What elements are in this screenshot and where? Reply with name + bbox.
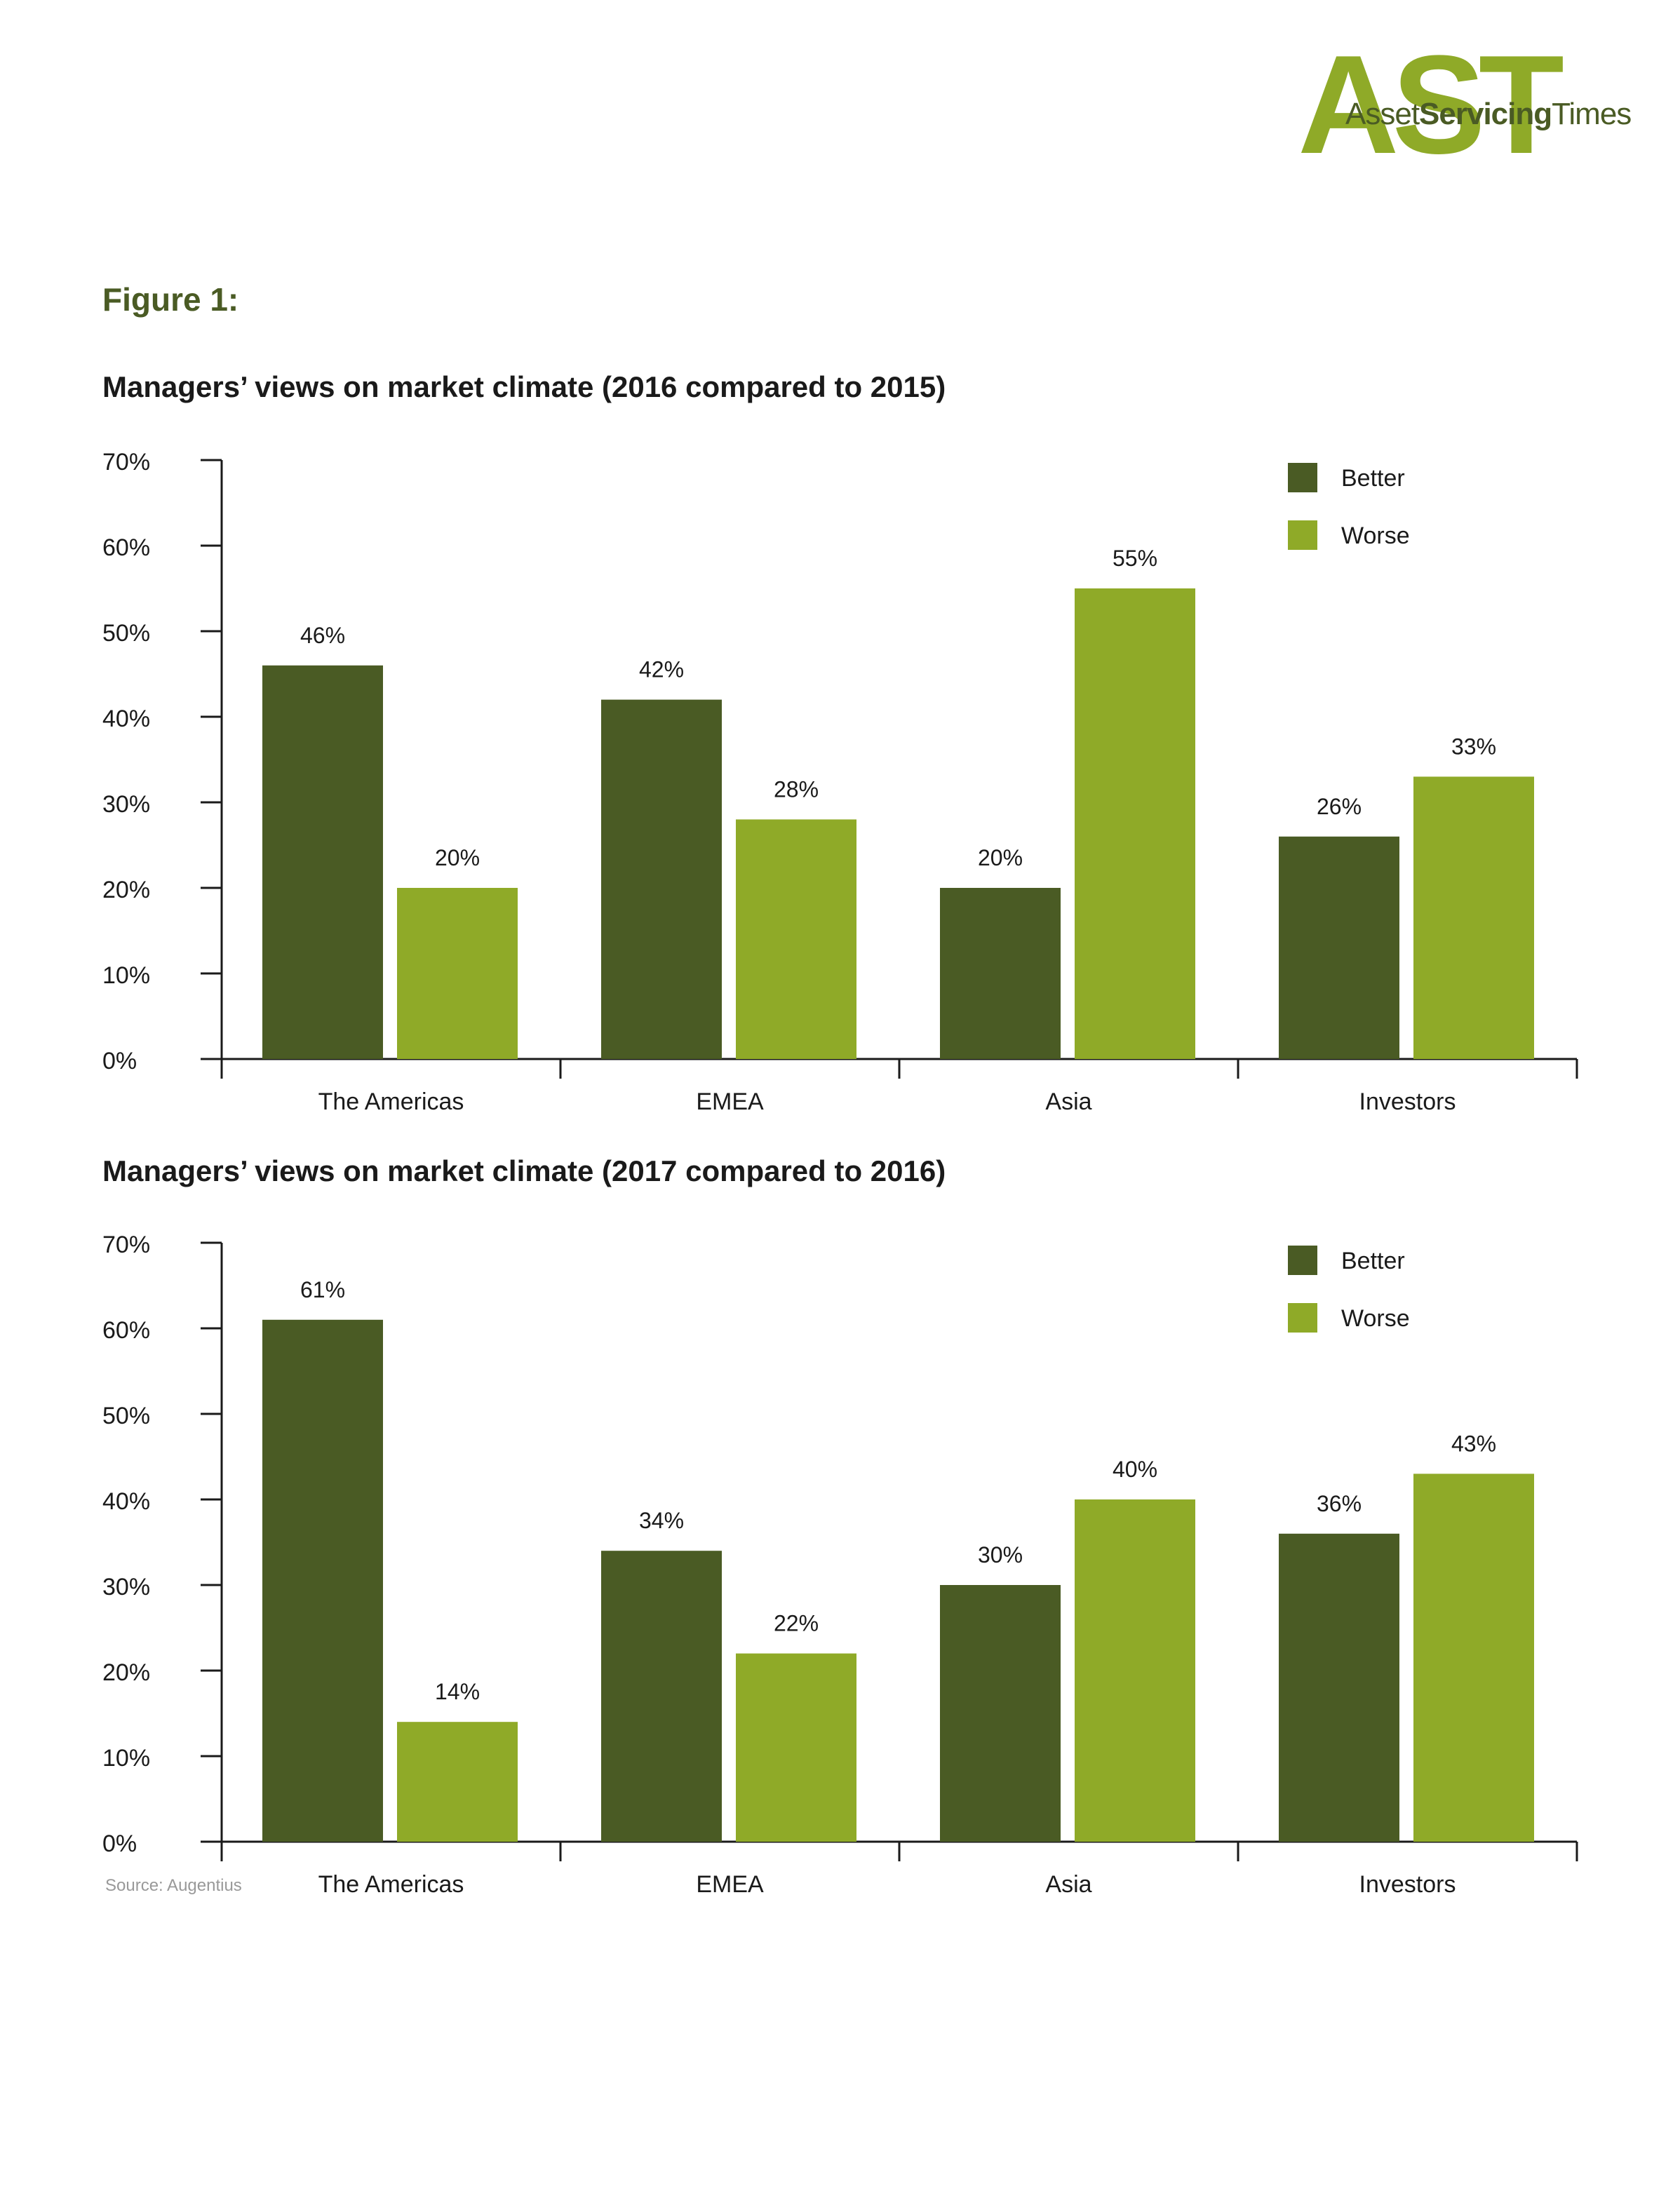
y-tick-label: 70% [102, 1232, 150, 1258]
y-tick-label: 20% [102, 877, 150, 903]
chart-2: 0% 10% 20% 30% 40% 50% 60% 70% 61% 14% The America… [102, 1232, 1578, 1898]
data-label: 33% [1451, 734, 1496, 759]
source-note: Source: Augentius [105, 1876, 242, 1895]
y-tick-label: 40% [102, 706, 150, 732]
logo-word-asset: Asset [1345, 97, 1420, 131]
legend-label: Worse [1341, 522, 1410, 549]
x-category-label: The Americas [318, 1088, 464, 1115]
y-tick-label: 60% [102, 1317, 150, 1344]
y-tick-label: 30% [102, 1574, 150, 1600]
bar [940, 1585, 1061, 1842]
legend-swatch [1288, 1246, 1317, 1275]
y-tick-label: 60% [102, 534, 150, 561]
y-tick-label: 0% [102, 1830, 137, 1857]
y-tick-label: 50% [102, 620, 150, 647]
data-label: 55% [1113, 546, 1157, 571]
chart-2-title: Managers’ views on market climate (2017 … [102, 1154, 946, 1187]
bar [601, 1551, 722, 1842]
logo-word-times: Times [1552, 97, 1632, 131]
bar [1413, 776, 1534, 1059]
legend-label: Worse [1341, 1305, 1410, 1332]
legend-swatch [1288, 1303, 1317, 1333]
chart-1: 0% 10% 20% 30% 40% 50% 60% 70% 46% 20% The America… [102, 449, 1578, 1115]
data-label: 46% [300, 623, 345, 648]
bar [397, 888, 518, 1059]
x-category-label: Investors [1359, 1871, 1456, 1898]
x-category-label: The Americas [318, 1871, 464, 1898]
y-tick-label: 40% [102, 1488, 150, 1515]
logo-word-servicing: Servicing [1419, 97, 1552, 131]
chart-1-title: Managers’ views on market climate (2016 … [102, 370, 946, 403]
data-label: 28% [774, 776, 819, 802]
data-label: 34% [639, 1508, 684, 1533]
data-label: 36% [1317, 1491, 1362, 1516]
data-label: 20% [435, 845, 480, 870]
bar [1075, 1499, 1195, 1842]
y-tick-label: 0% [102, 1048, 137, 1074]
bar [1075, 588, 1195, 1059]
data-label: 42% [639, 657, 684, 682]
x-category-label: Asia [1045, 1871, 1091, 1898]
y-tick-label: 10% [102, 962, 150, 989]
legend-swatch [1288, 520, 1317, 550]
data-label: 14% [435, 1679, 480, 1704]
y-tick-label: 30% [102, 791, 150, 818]
logo-mark: AST [1298, 27, 1564, 183]
bar [262, 1319, 383, 1842]
logo-wordmark: AssetServicingTimes [1345, 97, 1632, 132]
data-label: 22% [774, 1611, 819, 1636]
data-label: 61% [300, 1277, 345, 1302]
x-category-label: Investors [1359, 1088, 1456, 1115]
y-tick-label: 10% [102, 1745, 150, 1772]
legend-swatch [1288, 463, 1317, 492]
bar [736, 819, 856, 1059]
bar [1279, 836, 1399, 1059]
bar [1413, 1473, 1534, 1842]
bar [940, 888, 1061, 1059]
ast-logo: AST AssetServicingTimes [1298, 27, 1634, 183]
bar [1279, 1533, 1399, 1842]
data-label: 20% [978, 845, 1023, 870]
data-label: 40% [1113, 1457, 1157, 1482]
bar [601, 699, 722, 1059]
legend-label: Better [1341, 1248, 1405, 1274]
data-label: 26% [1317, 794, 1362, 819]
y-tick-label: 50% [102, 1403, 150, 1429]
bar [736, 1653, 856, 1842]
y-tick-label: 70% [102, 449, 150, 476]
legend-label: Better [1341, 465, 1405, 492]
x-category-label: EMEA [696, 1088, 764, 1115]
x-category-label: EMEA [696, 1871, 764, 1898]
y-tick-label: 20% [102, 1659, 150, 1686]
data-label: 30% [978, 1542, 1023, 1567]
bar [397, 1722, 518, 1842]
data-label: 43% [1451, 1431, 1496, 1456]
figure-label: Figure 1: [102, 281, 239, 318]
x-category-label: Asia [1045, 1088, 1091, 1115]
bar [262, 665, 383, 1059]
